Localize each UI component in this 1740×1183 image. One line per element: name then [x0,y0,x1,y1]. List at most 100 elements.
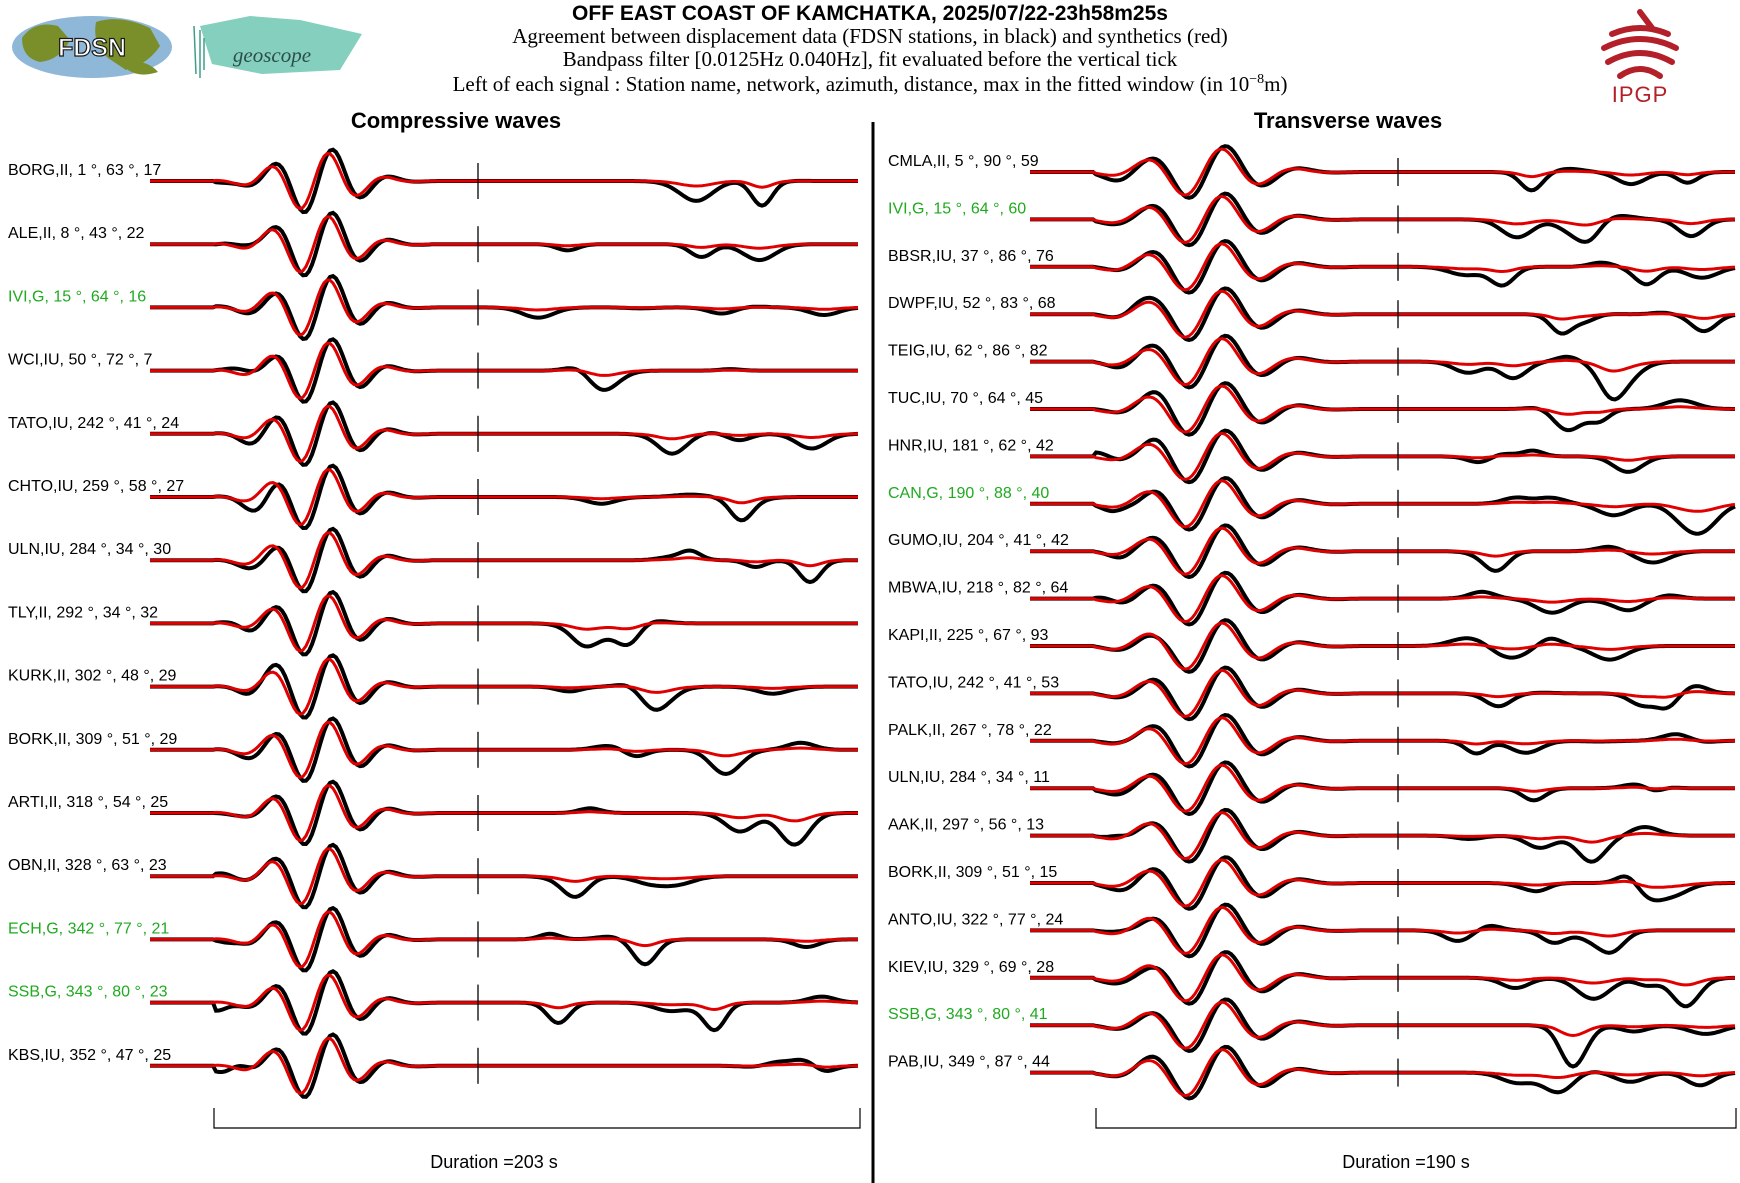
compressive-panel-title: Compressive waves [351,108,561,133]
s-uln-iu-station-label: ULN,IU, 284 °, 34 °, 11 [888,769,1050,786]
p-uln-iu-synthetic-trace [150,531,858,590]
s-hnr-iu-station-label: HNR,IU, 181 °, 62 °, 42 [888,437,1054,454]
subtitle-line-3-suffix: m) [1264,72,1287,96]
s-uln-iu-synthetic-trace [1030,763,1735,813]
s-palk-ii-station-label: PALK,II, 267 °, 78 °, 22 [888,722,1052,739]
s-dwpf-iu-station-label: DWPF,IU, 52 °, 83 °, 68 [888,295,1056,312]
p-ale-ii-synthetic-trace [150,215,858,274]
s-ssb-g-data-trace [1030,997,1736,1069]
s-kapi-ii-station-label: KAPI,II, 225 °, 67 °, 93 [888,627,1049,644]
p-obn-ii-station-label: OBN,II, 328 °, 63 °, 23 [8,857,167,874]
s-bbsr-iu-synthetic-trace [1030,242,1736,292]
s-hnr-iu-synthetic-trace [1030,431,1735,481]
s-tato-iu-station-label: TATO,IU, 242 °, 41 °, 53 [888,674,1059,691]
s-ivi-g-station-label: IVI,G, 15 °, 64 °, 60 [888,200,1026,217]
s-cmla-ii-station-label: CMLA,II, 5 °, 90 °, 59 [888,153,1039,170]
p-wci-iu-station-label: WCI,IU, 50 °, 72 °, 7 [8,352,153,369]
s-can-g-synthetic-trace [1030,479,1736,529]
p-bork-ii-synthetic-trace [150,721,858,780]
transverse-panel-title: Transverse waves [1254,108,1442,133]
p-arti-ii-synthetic-trace [150,784,858,843]
s-pab-iu-synthetic-trace [1030,1047,1736,1098]
p-kurk-ii-synthetic-trace [150,657,858,716]
s-aak-ii-synthetic-trace [1030,810,1735,861]
p-wci-iu-synthetic-trace [150,341,858,400]
p-tly-ii-synthetic-trace [150,594,858,653]
s-ssb-g-station-label: SSB,G, 343 °, 80 °, 41 [888,1006,1048,1023]
s-cmla-ii-synthetic-trace [1030,147,1735,197]
fdsn-land-eurasia [95,19,160,70]
s-tato-iu-synthetic-trace [1030,668,1735,718]
s-palk-ii-synthetic-trace [1030,716,1735,766]
ipgp-mark-top [1637,9,1655,31]
s-kiev-iu-station-label: KIEV,IU, 329 °, 69 °, 28 [888,959,1054,976]
p-kbs-iu-synthetic-trace [150,1036,858,1096]
ipgp-mark-arc1 [1609,25,1671,37]
transverse-panel: CMLA,II, 5 °, 90 °, 59 IVI,G, 15 °, 64 °,… [888,144,1736,1101]
figure-title: OFF EAST COAST OF KAMCHATKA, 2025/07/22-… [572,2,1168,25]
s-mbwa-iu-synthetic-trace [1030,573,1735,624]
s-anto-iu-station-label: ANTO,IU, 322 °, 77 °, 24 [888,911,1063,928]
fdsn-land-oceania [128,60,158,75]
p-tato-iu-synthetic-trace [150,404,859,464]
p-chto-iu-synthetic-trace [150,468,858,527]
geoscope-map-shape [200,16,362,74]
fdsn-logo-text: FDSN [58,34,126,62]
p-chto-iu-station-label: CHTO,IU, 259 °, 58 °, 27 [8,478,184,495]
p-borg-ii-station-label: BORG,II, 1 °, 63 °, 17 [8,162,161,179]
fdsn-land-americas [22,24,70,62]
compressive-panel: BORG,II, 1 °, 63 °, 17 ALE,II, 8 °, 43 °,… [8,147,859,1099]
p-ivi-g-station-label: IVI,G, 15 °, 64 °, 16 [8,288,146,305]
p-tato-iu-station-label: TATO,IU, 242 °, 41 °, 24 [8,415,179,432]
ipgp-mark-arc4 [1617,66,1663,79]
p-ech-g-station-label: ECH,G, 342 °, 77 °, 21 [8,920,169,937]
p-uln-iu-station-label: ULN,IU, 284 °, 34 °, 30 [8,541,171,558]
s-kapi-ii-synthetic-trace [1030,621,1735,671]
ipgp-mark-arc3 [1605,50,1675,65]
s-teig-iu-synthetic-trace [1030,337,1735,387]
geoscope-logo: geoscope [193,16,362,78]
subtitle-line-1: Agreement between displacement data (FDS… [512,24,1228,48]
s-teig-iu-station-label: TEIG,IU, 62 °, 86 °, 82 [888,343,1048,360]
p-ivi-g-synthetic-trace [150,278,859,337]
transverse-duration-label: Duration =190 s [1342,1152,1470,1172]
p-ssb-g-station-label: SSB,G, 343 °, 80 °, 23 [8,984,168,1001]
p-bork-ii-station-label: BORK,II, 309 °, 51 °, 29 [8,731,177,748]
p-kurk-ii-station-label: KURK,II, 302 °, 48 °, 29 [8,668,177,685]
ipgp-mark-arc2 [1601,36,1679,51]
ipgp-logo: IPGP [1601,9,1679,107]
p-ssb-g-synthetic-trace [150,973,859,1032]
s-tuc-iu-station-label: TUC,IU, 70 °, 64 °, 45 [888,390,1043,407]
compressive-duration-label: Duration =203 s [430,1152,558,1172]
p-borg-ii-synthetic-trace [150,152,858,211]
s-aak-ii-station-label: AAK,II, 297 °, 56 °, 13 [888,817,1044,834]
s-dwpf-iu-synthetic-trace [1030,289,1736,339]
s-bork-ii-synthetic-trace [1030,858,1735,908]
s-can-g-station-label: CAN,G, 190 °, 88 °, 40 [888,485,1049,502]
geoscope-wave-icon [193,25,205,78]
s-kiev-iu-synthetic-trace [1030,953,1735,1003]
p-tly-ii-station-label: TLY,II, 292 °, 34 °, 32 [8,604,158,621]
p-obn-ii-synthetic-trace [150,847,858,906]
p-kbs-iu-station-label: KBS,IU, 352 °, 47 °, 25 [8,1047,171,1064]
s-mbwa-iu-station-label: MBWA,IU, 218 °, 82 °, 64 [888,580,1068,597]
subtitle-line-3: Left of each signal : Station name, netw… [453,72,1288,96]
s-anto-iu-synthetic-trace [1030,905,1735,955]
s-gumo-iu-synthetic-trace [1030,526,1735,576]
s-gumo-iu-station-label: GUMO,IU, 204 °, 41 °, 42 [888,532,1069,549]
ipgp-logo-text: IPGP [1612,82,1669,107]
subtitle-line-3-prefix: Left of each signal : Station name, netw… [453,72,1250,96]
p-ech-g-synthetic-trace [150,910,858,969]
p-arti-ii-station-label: ARTI,II, 318 °, 54 °, 25 [8,794,168,811]
subtitle-line-3-exponent: −8 [1249,72,1264,87]
p-ale-ii-station-label: ALE,II, 8 °, 43 °, 22 [8,225,145,242]
s-tuc-iu-synthetic-trace [1030,384,1735,434]
subtitle-line-2: Bandpass filter [0.0125Hz 0.040Hz], fit … [563,47,1178,71]
fdsn-logo: FDSN [12,16,172,78]
s-bork-ii-station-label: BORK,II, 309 °, 51 °, 15 [888,864,1057,881]
geoscope-logo-text: geoscope [233,43,311,67]
s-pab-iu-station-label: PAB,IU, 349 °, 87 °, 44 [888,1054,1050,1071]
s-bbsr-iu-station-label: BBSR,IU, 37 °, 86 °, 76 [888,248,1054,265]
s-ivi-g-synthetic-trace [1030,194,1735,244]
